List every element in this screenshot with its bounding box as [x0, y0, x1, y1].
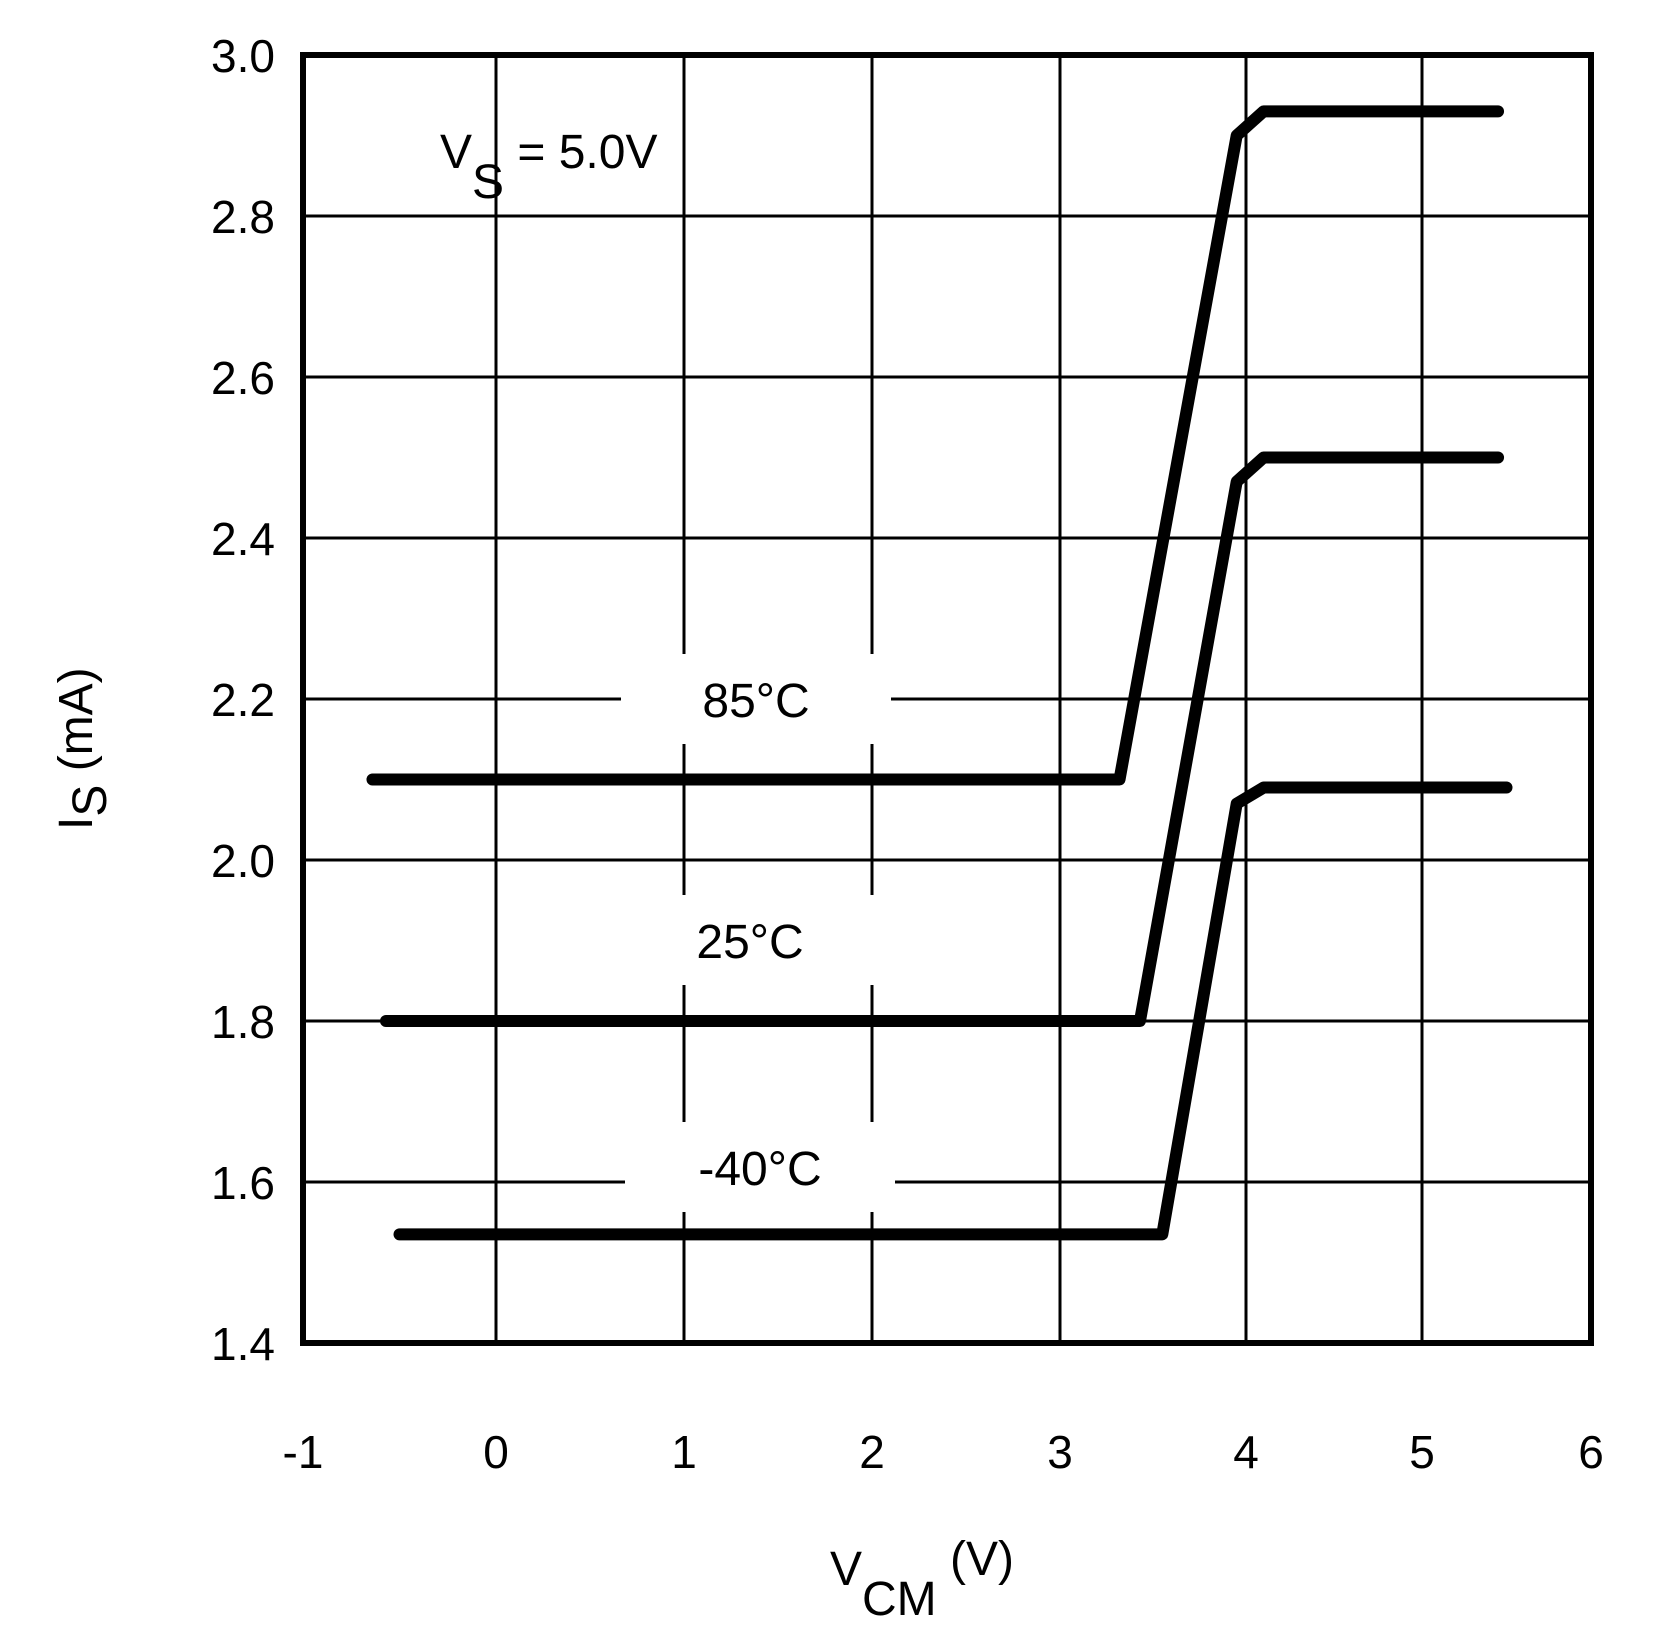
- supply-annotation: VS = 5.0V: [440, 126, 657, 209]
- label-mask: [625, 1122, 895, 1212]
- y-axis-label: IS (mA): [50, 667, 117, 830]
- y-tick-label: 3.0: [211, 30, 275, 82]
- plot-border: [300, 52, 1594, 1346]
- y-tick-label: 2.4: [211, 513, 275, 565]
- y-tick-label: 2.8: [211, 191, 275, 243]
- x-tick-label: 2: [859, 1426, 885, 1478]
- y-tick-label: 1.4: [211, 1318, 275, 1370]
- x-tick-label: 1: [671, 1426, 697, 1478]
- x-axis-label: VCM (V): [830, 1533, 1014, 1626]
- y-tick-label: 2.0: [211, 835, 275, 887]
- x-tick-label: 6: [1578, 1426, 1604, 1478]
- series-label: 25°C: [696, 916, 803, 969]
- label-mask: [621, 654, 891, 744]
- y-tick-label: 2.2: [211, 674, 275, 726]
- x-tick-label: 4: [1233, 1426, 1259, 1478]
- series-line: [379, 451, 1505, 1027]
- series-label: 85°C: [702, 675, 809, 728]
- x-tick-label: -1: [283, 1426, 324, 1478]
- series-line: [366, 105, 1505, 786]
- x-tick-label: 5: [1409, 1426, 1435, 1478]
- y-tick-label: 1.6: [211, 1157, 275, 1209]
- series-label: -40°C: [698, 1143, 821, 1196]
- y-tick-label: 2.6: [211, 352, 275, 404]
- series-line: [393, 781, 1513, 1241]
- x-tick-label: 3: [1047, 1426, 1073, 1478]
- label-mask: [625, 895, 875, 985]
- x-tick-label: 0: [483, 1426, 509, 1478]
- y-tick-label: 1.8: [211, 996, 275, 1048]
